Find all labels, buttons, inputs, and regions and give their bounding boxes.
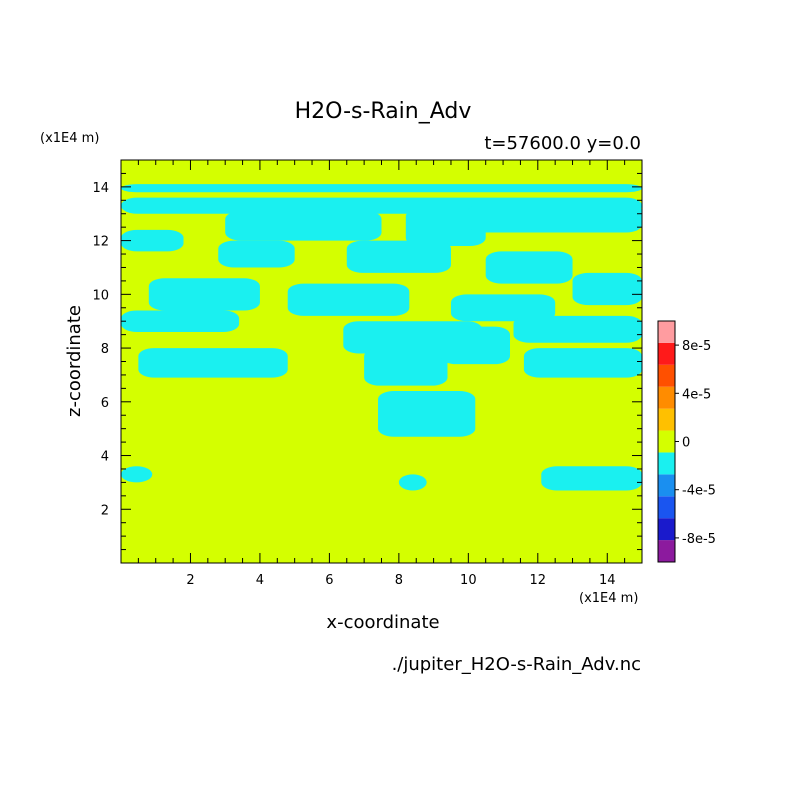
x-tick-label-4: 10 [460, 573, 477, 588]
negative-region-10 [287, 283, 410, 316]
y-tick-label-4: 10 [92, 288, 109, 303]
y-tick-label-2: 6 [101, 396, 109, 411]
colorbar-tick-label-4: -8e-5 [682, 532, 716, 547]
colorbar: 8e-5 4e-5 0 -4e-5 -8e-5 [657, 320, 716, 563]
negative-region-11 [450, 294, 556, 322]
colorbar-tick-label-3: -4e-5 [682, 484, 716, 499]
x-tick-label-1: 4 [256, 573, 264, 588]
negative-region-group [121, 184, 642, 491]
x-tick-label-2: 6 [325, 573, 333, 588]
negative-region-5 [121, 229, 184, 252]
negative-region-3 [405, 208, 486, 246]
negative-region-4 [468, 202, 642, 233]
y-tick-label-1: 4 [101, 450, 109, 465]
colorbar-band-7 [658, 386, 675, 409]
colorbar-band-4 [658, 452, 675, 475]
colorbar-band-9 [658, 342, 675, 365]
negative-region-16 [138, 348, 288, 378]
y-tick-label-6: 14 [92, 181, 109, 196]
colorbar-tick-label-2: 0 [682, 436, 690, 451]
negative-region-12 [572, 272, 642, 306]
negative-region-6 [218, 240, 295, 268]
colorbar-tick-label-1: 4e-5 [682, 387, 711, 402]
chart-title-group: H2O-s-Rain_Adv t=57600.0 y=0.0 (x1E4 m) [40, 99, 641, 154]
negative-region-22 [398, 474, 427, 491]
y-tick-label-5: 12 [92, 235, 109, 250]
chart-labels: (x1E4 m) x-coordinate z-coordinate ./jup… [64, 305, 641, 675]
negative-region-2 [225, 211, 382, 241]
negative-region-13 [121, 310, 240, 332]
negative-region-9 [148, 278, 260, 311]
colorbar-band-0 [658, 540, 675, 562]
x-unit-label: (x1E4 m) [579, 591, 638, 606]
negative-region-17 [364, 348, 448, 386]
x-tick-label-5: 12 [530, 573, 547, 588]
negative-region-23 [541, 466, 642, 491]
colorbar-band-5 [658, 430, 675, 453]
colorbar-band-3 [658, 474, 675, 497]
axis-layer: 2 4 6 8 10 12 14 2 4 6 8 10 12 14 [92, 159, 643, 588]
colorbar-band-8 [658, 364, 675, 387]
y-unit-label: (x1E4 m) [40, 131, 99, 146]
x-tick-label-0: 2 [186, 573, 194, 588]
y-axis-label: z-coordinate [64, 305, 85, 417]
x-tick-label-6: 14 [599, 573, 616, 588]
x-tick-label-3: 8 [395, 573, 403, 588]
source-file-label: ./jupiter_H2O-s-Rain_Adv.nc [392, 654, 641, 675]
negative-region-20 [378, 391, 476, 437]
negative-region-7 [346, 240, 451, 273]
colorbar-tick-label-0: 8e-5 [682, 339, 711, 354]
negative-region-15 [513, 315, 642, 343]
colorbar-band-1 [658, 518, 675, 541]
negative-region-0 [121, 184, 642, 193]
chart-subtitle: t=57600.0 y=0.0 [484, 133, 641, 154]
plot-area [121, 160, 642, 563]
colorbar-band-2 [658, 496, 675, 519]
negative-region-18 [440, 326, 511, 365]
negative-region-21 [121, 466, 153, 483]
y-tick-label-3: 8 [101, 342, 109, 357]
chart-title: H2O-s-Rain_Adv [295, 99, 472, 124]
y-tick-label-0: 2 [101, 503, 109, 518]
negative-region-19 [523, 348, 642, 378]
colorbar-band-6 [658, 408, 675, 431]
colorbar-band-10 [658, 321, 675, 343]
x-axis-label: x-coordinate [326, 612, 439, 633]
negative-region-8 [485, 251, 573, 284]
